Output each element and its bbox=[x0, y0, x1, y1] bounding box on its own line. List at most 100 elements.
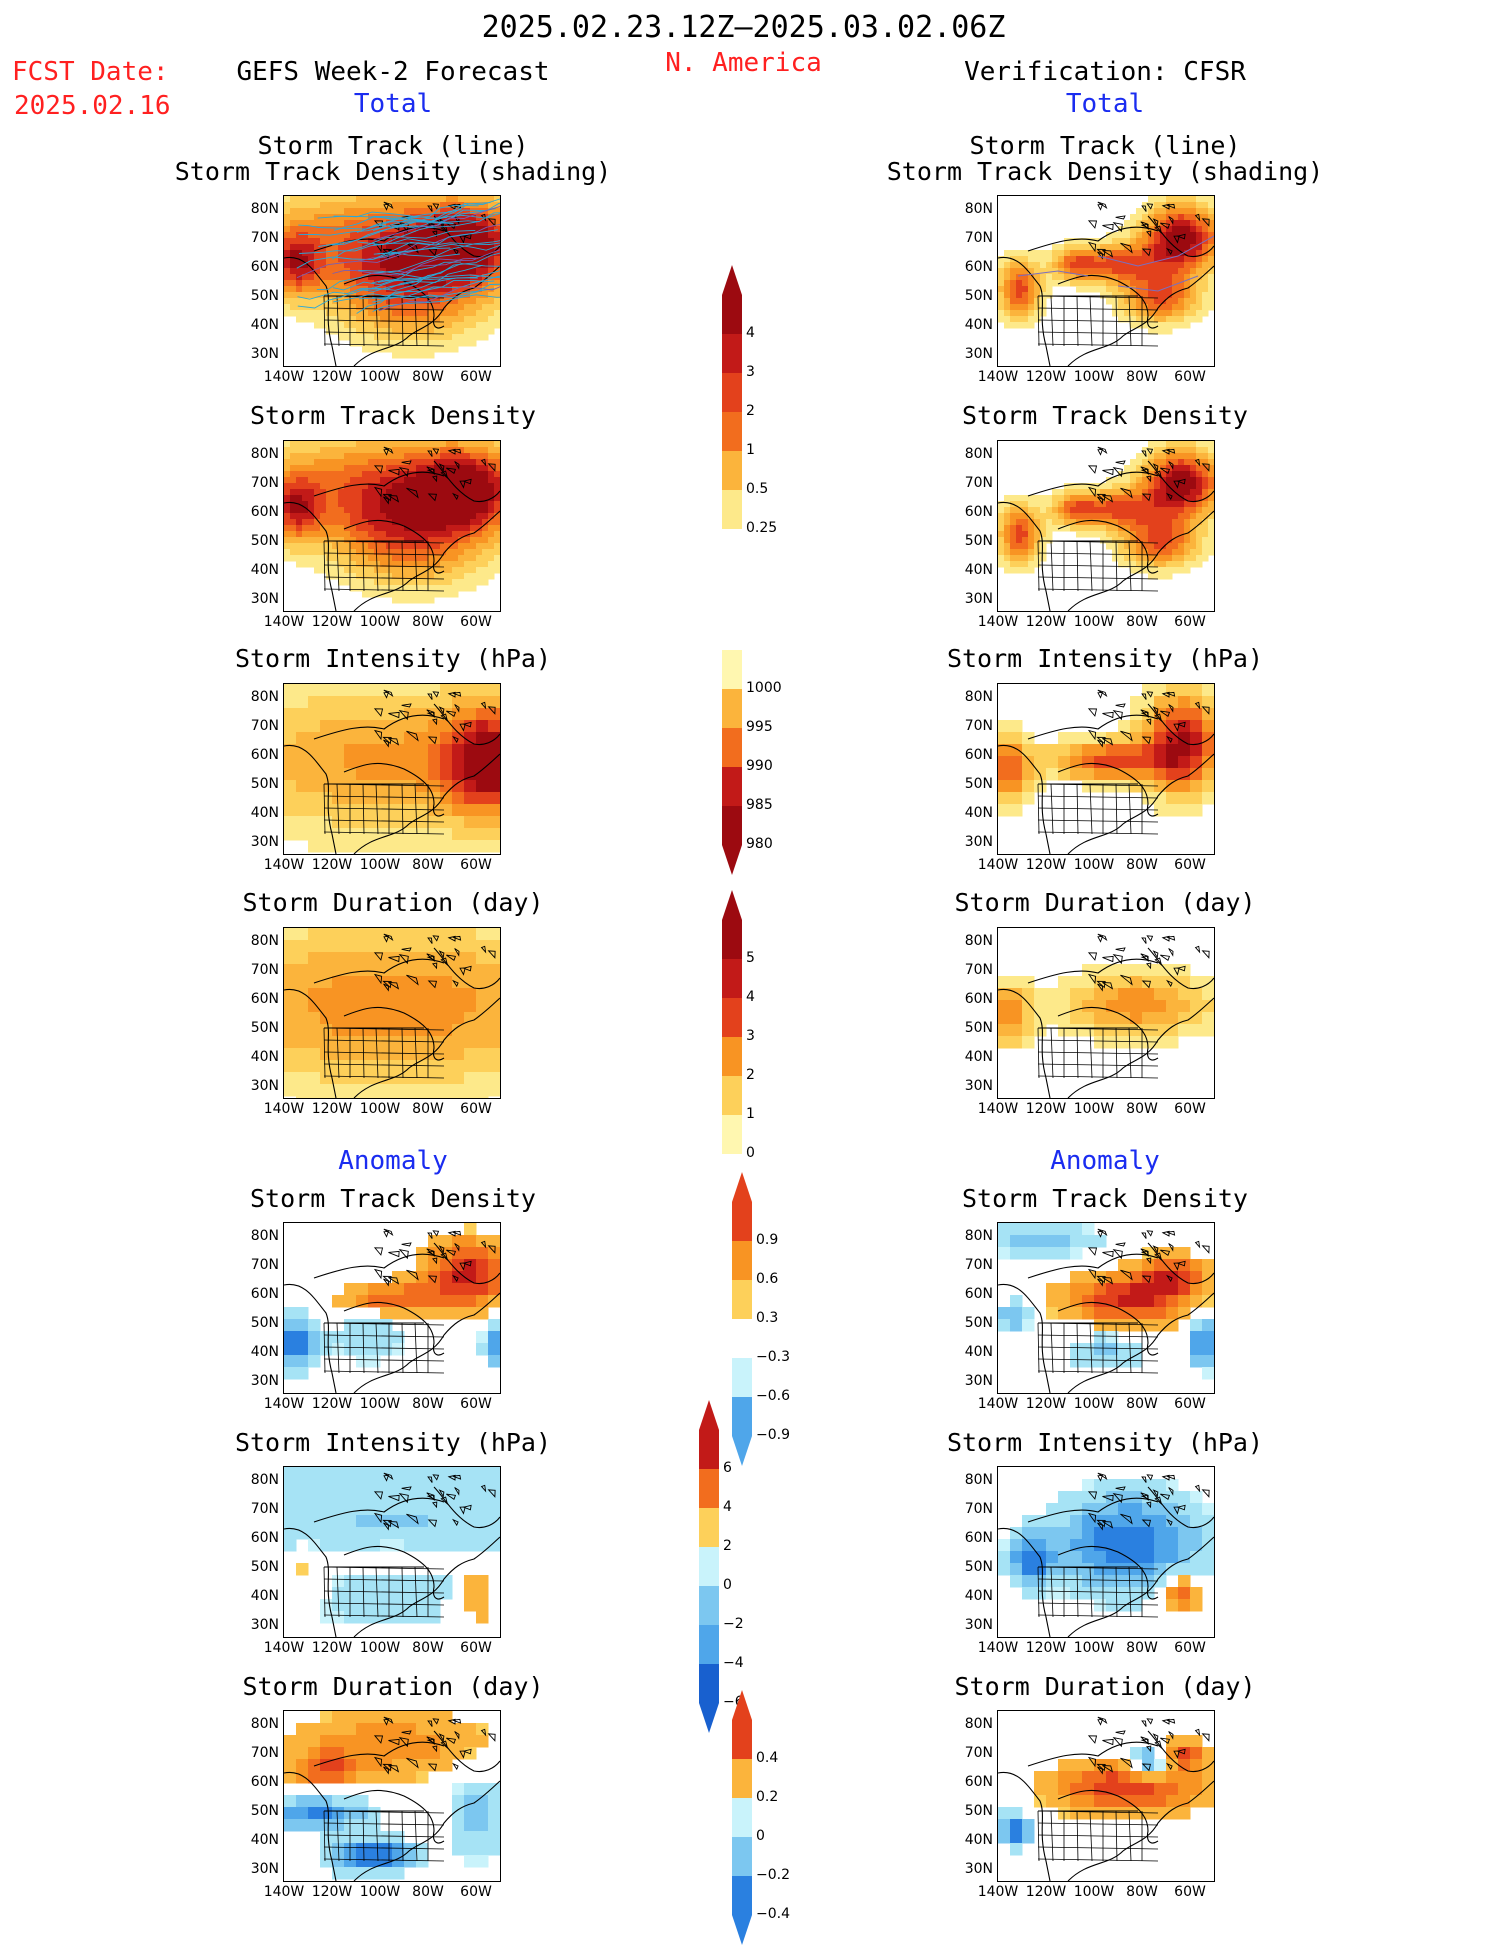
lat-tick-label: 50N bbox=[964, 1803, 993, 1819]
colorbar-tick-label: −0.6 bbox=[756, 1388, 790, 1404]
lon-tick-label: 120W bbox=[1025, 1101, 1067, 1117]
map-density-anom-forecast bbox=[283, 1222, 501, 1394]
lon-tick-label: 120W bbox=[311, 1101, 353, 1117]
map-intensity-forecast-svg bbox=[284, 684, 500, 854]
lat-tick-label: 50N bbox=[964, 288, 993, 304]
lon-tick-label: 80W bbox=[412, 1640, 444, 1656]
lat-tick-label: 60N bbox=[250, 1774, 279, 1790]
lat-tick-label: 70N bbox=[964, 475, 993, 491]
lon-tick-label: 120W bbox=[1025, 614, 1067, 630]
panel-title-duration-left: Storm Duration (day) bbox=[242, 888, 544, 917]
lat-tick-label: 70N bbox=[964, 1501, 993, 1517]
colorbar-tick-label: −0.3 bbox=[756, 1349, 790, 1365]
lat-tick-label: 50N bbox=[250, 776, 279, 792]
lat-tick-label: 60N bbox=[250, 1530, 279, 1546]
map-duration-forecast bbox=[283, 927, 501, 1099]
colorbar-tick-label: 1 bbox=[746, 442, 755, 458]
lat-tick-label: 70N bbox=[250, 718, 279, 734]
lon-tick-label: 120W bbox=[311, 369, 353, 385]
lat-tick-label: 60N bbox=[250, 991, 279, 1007]
shaded-field bbox=[998, 964, 1214, 1049]
shaded-field bbox=[284, 1223, 500, 1380]
panel-title-intensity-anom-right: Storm Intensity (hPa) bbox=[946, 1428, 1264, 1457]
lon-tick-label: 100W bbox=[1073, 857, 1115, 873]
lon-tick-label: 60W bbox=[460, 1640, 492, 1656]
lon-tick-label: 100W bbox=[359, 1884, 401, 1900]
colorbar-tick-label: 1000 bbox=[746, 680, 782, 696]
lon-tick-label: 100W bbox=[359, 614, 401, 630]
colorbar-tick-label: 985 bbox=[746, 797, 773, 813]
state-borders bbox=[1037, 295, 1159, 347]
colorbar-tick-label: 2 bbox=[746, 1067, 755, 1083]
lat-tick-label: 80N bbox=[250, 201, 279, 217]
panel-title-track-shading-left: Storm Track Density (shading) bbox=[174, 157, 612, 186]
lon-tick-label: 80W bbox=[1126, 614, 1158, 630]
map-intensity-anom-verification bbox=[997, 1466, 1215, 1638]
lat-tick-label: 50N bbox=[964, 1559, 993, 1575]
panel-title-track-line-left: Storm Track (line) bbox=[257, 131, 529, 160]
lon-tick-label: 100W bbox=[1073, 1640, 1115, 1656]
lon-tick-label: 140W bbox=[263, 614, 305, 630]
map-duration-anom-verification-svg bbox=[998, 1716, 1214, 1881]
coastline-lines bbox=[998, 689, 1214, 854]
colorbar-duration-total bbox=[722, 890, 742, 1154]
colorbar-tick-label: 0.2 bbox=[756, 1789, 779, 1805]
lat-tick-label: 80N bbox=[964, 201, 993, 217]
panel-title-density-left: Storm Track Density bbox=[250, 401, 536, 430]
shaded-field bbox=[284, 684, 500, 853]
lat-tick-label: 80N bbox=[250, 1472, 279, 1488]
lat-tick-label: 30N bbox=[964, 834, 993, 850]
lon-tick-label: 140W bbox=[263, 1101, 305, 1117]
coastline-lines bbox=[998, 1228, 1214, 1393]
lat-tick-label: 60N bbox=[250, 747, 279, 763]
lat-tick-label: 70N bbox=[250, 1257, 279, 1273]
shaded-field bbox=[998, 1223, 1214, 1380]
lat-tick-label: 60N bbox=[964, 259, 993, 275]
lat-tick-label: 50N bbox=[250, 1559, 279, 1575]
lat-tick-label: 40N bbox=[250, 1344, 279, 1360]
lon-tick-label: 60W bbox=[1174, 1640, 1206, 1656]
lat-tick-label: 70N bbox=[964, 230, 993, 246]
lat-tick-label: 40N bbox=[964, 805, 993, 821]
lon-tick-label: 120W bbox=[311, 857, 353, 873]
coastline-lines bbox=[284, 689, 500, 854]
colorbar-tick-label: 2 bbox=[746, 403, 755, 419]
colorbar-duration-anom bbox=[732, 1690, 752, 1945]
lon-tick-label: 100W bbox=[359, 369, 401, 385]
colorbar-tick-label: 4 bbox=[746, 325, 755, 341]
lat-tick-label: 60N bbox=[964, 747, 993, 763]
lon-tick-label: 140W bbox=[977, 857, 1019, 873]
lon-tick-label: 80W bbox=[412, 1884, 444, 1900]
lat-tick-label: 40N bbox=[964, 1344, 993, 1360]
lon-tick-label: 120W bbox=[311, 1884, 353, 1900]
lat-tick-label: 60N bbox=[250, 1286, 279, 1302]
coastline-lines bbox=[284, 1472, 500, 1637]
state-borders bbox=[323, 1566, 445, 1618]
lon-tick-label: 80W bbox=[1126, 1101, 1158, 1117]
lat-tick-label: 70N bbox=[964, 718, 993, 734]
coastline-lines bbox=[284, 1716, 500, 1881]
lat-tick-label: 40N bbox=[250, 317, 279, 333]
lat-tick-label: 40N bbox=[250, 805, 279, 821]
lon-tick-label: 60W bbox=[460, 614, 492, 630]
map-duration-forecast-svg bbox=[284, 928, 500, 1098]
lat-tick-label: 70N bbox=[250, 962, 279, 978]
lon-tick-label: 60W bbox=[1174, 857, 1206, 873]
lon-tick-label: 80W bbox=[1126, 1884, 1158, 1900]
lat-tick-label: 50N bbox=[964, 1020, 993, 1036]
colorbar-tick-label: 0 bbox=[723, 1577, 732, 1593]
lon-tick-label: 80W bbox=[1126, 1396, 1158, 1412]
lat-tick-label: 40N bbox=[964, 562, 993, 578]
lon-tick-label: 80W bbox=[412, 857, 444, 873]
lat-tick-label: 30N bbox=[250, 1078, 279, 1094]
lon-tick-label: 140W bbox=[977, 614, 1019, 630]
colorbar-tick-label: 980 bbox=[746, 836, 773, 852]
map-intensity-anom-forecast bbox=[283, 1466, 501, 1638]
colorbar-tick-label: 1 bbox=[746, 1106, 755, 1122]
colorbar-tick-label: 3 bbox=[746, 1028, 755, 1044]
lon-tick-label: 120W bbox=[311, 614, 353, 630]
lon-tick-label: 60W bbox=[1174, 614, 1206, 630]
lat-tick-label: 50N bbox=[964, 776, 993, 792]
coastline-lines bbox=[284, 933, 500, 1098]
right-total-label: Total bbox=[1065, 89, 1145, 119]
